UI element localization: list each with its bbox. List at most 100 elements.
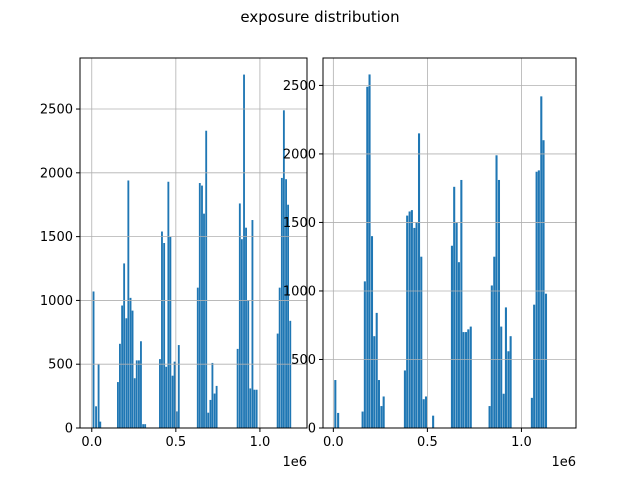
- x-tick-label: 0.0: [323, 435, 344, 450]
- y-tick-label: 2000: [283, 147, 316, 162]
- y-tick-label: 0: [308, 422, 316, 437]
- histogram-bar: [502, 393, 505, 428]
- histogram-bar: [542, 140, 545, 428]
- histogram-bar: [253, 389, 256, 428]
- histogram-bar: [289, 320, 292, 428]
- y-tick-label: 1000: [283, 284, 316, 299]
- histogram-bar: [131, 310, 134, 428]
- histogram-bar: [240, 239, 243, 428]
- histogram-bar: [453, 186, 456, 428]
- y-tick-label: 0: [65, 422, 73, 437]
- histogram-bar: [544, 293, 548, 428]
- histogram-bar: [495, 155, 498, 428]
- histogram-bars: [334, 74, 548, 429]
- histogram-bar: [450, 245, 453, 428]
- histogram-bar: [243, 74, 245, 428]
- y-tick-label: 2000: [40, 166, 73, 181]
- histogram-bar: [121, 305, 124, 428]
- x-tick-label: 0.5: [417, 435, 438, 450]
- histogram-bar: [177, 345, 180, 428]
- x-tick-label: 0.5: [166, 435, 187, 450]
- histogram-bar: [500, 326, 503, 428]
- histogram-bar: [97, 364, 100, 428]
- histogram-bar: [420, 256, 423, 428]
- histogram-bar: [368, 74, 371, 428]
- histogram-bar: [205, 130, 208, 429]
- histogram-bar: [198, 183, 201, 428]
- histogram-bar: [285, 179, 287, 428]
- histogram-bar: [133, 378, 136, 428]
- histogram-bar: [201, 185, 203, 428]
- histogram-bar: [469, 326, 472, 428]
- histogram-bar: [467, 329, 470, 428]
- histogram-bar: [460, 179, 463, 428]
- histogram-bar: [507, 351, 510, 428]
- histogram-bar: [238, 203, 241, 428]
- histogram-bar: [138, 360, 140, 428]
- x-tick-label: 0.0: [81, 435, 102, 450]
- histogram-bar: [432, 415, 435, 428]
- histogram-bar: [403, 370, 406, 428]
- histogram-bar: [509, 336, 512, 428]
- histogram-bar: [363, 281, 366, 428]
- histogram-bar: [169, 236, 172, 428]
- histogram-bar: [497, 179, 501, 428]
- histogram-bar: [245, 227, 247, 428]
- right-histogram: 0.0 0.5 1.0 0 500 1000 1500 2000 2500 1e6: [283, 57, 577, 470]
- histogram-bar: [119, 343, 121, 428]
- histogram-bar: [135, 360, 138, 428]
- histogram-bar: [209, 399, 212, 428]
- histogram-bar: [123, 263, 126, 428]
- histogram-bar: [140, 341, 142, 428]
- histogram-bar: [462, 332, 465, 428]
- histogram-bar: [410, 210, 413, 428]
- histogram-bar: [406, 215, 409, 428]
- histogram-bar: [255, 389, 258, 428]
- histogram-bar: [163, 243, 166, 428]
- histogram-bar: [251, 220, 254, 428]
- histogram-bar: [276, 333, 279, 428]
- histogram-bar: [249, 388, 252, 428]
- figure-title: exposure distribution: [240, 8, 399, 26]
- histogram-bar: [144, 424, 147, 428]
- x-tick-label: 1.0: [511, 435, 532, 450]
- y-tick-label: 500: [48, 358, 73, 373]
- histogram-bar: [129, 297, 132, 428]
- histogram-bars: [92, 74, 292, 429]
- histogram-bar: [196, 287, 199, 428]
- y-tick-label: 1500: [283, 216, 316, 231]
- histogram-bar: [282, 110, 285, 428]
- histogram-bar: [125, 318, 128, 428]
- y-tick-label: 2500: [40, 103, 73, 118]
- histogram-bar: [142, 424, 145, 428]
- histogram-bar: [337, 412, 340, 428]
- histogram-bar: [415, 222, 418, 428]
- x-tick-label: 1.0: [250, 435, 271, 450]
- y-tick-label: 1500: [40, 230, 73, 245]
- histogram-bar: [370, 236, 374, 428]
- histogram-bar: [457, 262, 460, 428]
- histogram-bar: [236, 348, 239, 428]
- histogram-bar: [287, 204, 290, 428]
- histogram-bar: [175, 411, 178, 428]
- histogram-bar: [280, 177, 283, 428]
- histogram-bar: [488, 406, 491, 428]
- axes-frame: [79, 57, 308, 429]
- histogram-bar: [380, 406, 383, 428]
- histogram-bar: [165, 366, 168, 428]
- left-histogram: 0.0 0.5 1.0 0 500 1000 1500 2000 2500 1e6: [40, 57, 308, 470]
- histogram-bar: [408, 211, 411, 428]
- axes-frame: [322, 57, 577, 429]
- histogram-bar: [215, 385, 218, 428]
- histogram-bar: [92, 291, 95, 428]
- histogram-bar: [537, 170, 540, 429]
- histogram-bar: [424, 396, 428, 428]
- histogram-bar: [465, 332, 468, 428]
- grid-lines: [80, 58, 307, 429]
- x-offset-label: 1e6: [551, 455, 576, 470]
- histogram-bar: [490, 285, 493, 428]
- histogram-bar: [540, 96, 543, 429]
- y-tick-label: 1000: [40, 294, 73, 309]
- histogram-bar: [161, 231, 163, 428]
